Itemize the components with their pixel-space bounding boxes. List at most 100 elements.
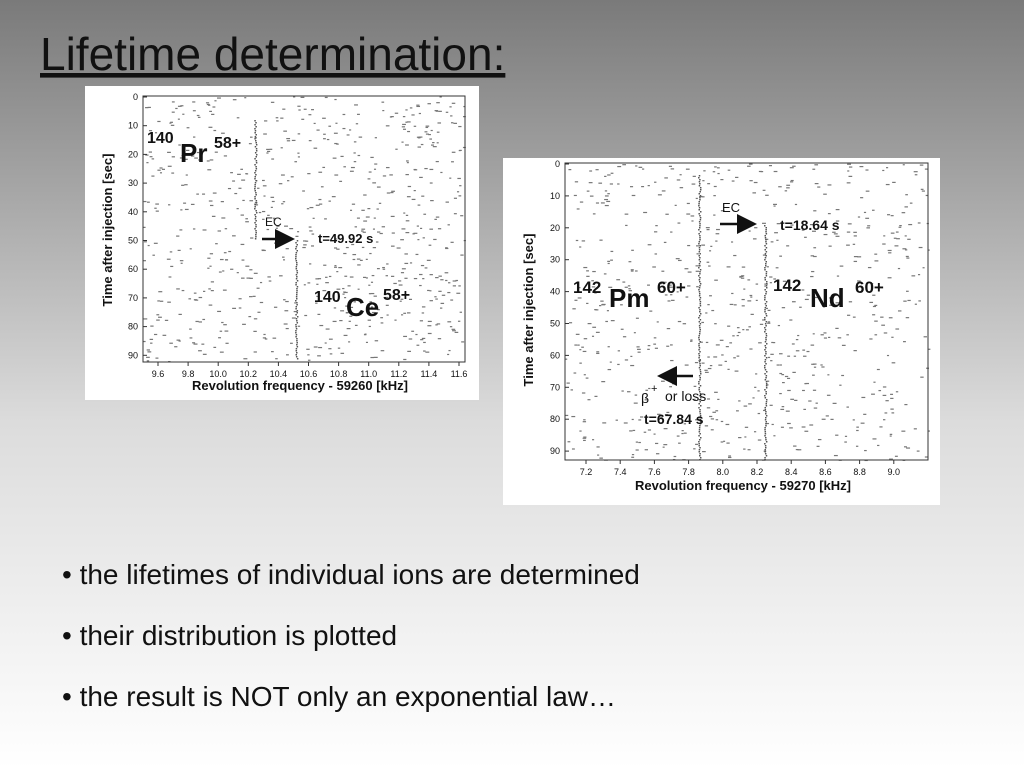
noise-dot <box>445 247 449 250</box>
noise-dot <box>449 106 452 108</box>
noise-dot <box>266 148 270 151</box>
noise-dot <box>346 328 351 330</box>
noise-dot <box>293 96 296 98</box>
noise-dot <box>704 425 709 427</box>
noise-dot <box>451 102 456 104</box>
noise-dot <box>238 298 242 300</box>
annotation: Ce <box>346 292 379 322</box>
trace-dot <box>699 211 702 213</box>
noise-dot <box>372 228 375 230</box>
trace-dot <box>296 262 298 264</box>
noise-dot <box>657 413 661 415</box>
noise-dot <box>208 126 213 128</box>
noise-dot <box>365 258 368 260</box>
noise-dot <box>334 247 338 249</box>
noise-dot <box>413 277 418 280</box>
trace-dot <box>764 367 766 369</box>
noise-dot <box>182 149 186 152</box>
noise-dot <box>812 168 816 170</box>
noise-dot <box>839 265 844 267</box>
noise-dot <box>775 267 779 269</box>
noise-dot <box>405 121 408 123</box>
noise-dot <box>431 144 434 146</box>
noise-dot <box>709 295 712 297</box>
trace-dot <box>765 229 767 231</box>
noise-dot <box>629 430 633 432</box>
noise-dot <box>243 358 248 360</box>
noise-dot <box>670 168 675 170</box>
noise-dot <box>803 355 807 357</box>
noise-dot <box>332 320 337 323</box>
noise-dot <box>848 301 853 303</box>
noise-dot <box>647 429 652 431</box>
noise-dot <box>591 335 595 337</box>
noise-dot <box>249 296 253 298</box>
noise-dot <box>717 172 720 175</box>
noise-dot <box>904 206 908 208</box>
noise-dot <box>413 232 418 234</box>
noise-dot <box>573 194 577 197</box>
trace-dot <box>296 270 298 272</box>
noise-dot <box>780 426 784 428</box>
noise-dot <box>202 318 206 321</box>
noise-dot <box>913 171 918 173</box>
noise-dot <box>695 265 700 267</box>
noise-dot <box>155 357 159 359</box>
noise-dot <box>218 271 222 273</box>
noise-dot <box>607 193 610 195</box>
noise-dot <box>306 348 310 350</box>
noise-dot <box>848 166 853 168</box>
noise-dot <box>273 242 278 244</box>
noise-dot <box>693 385 697 387</box>
x-tick-label: 8.2 <box>751 467 764 477</box>
noise-dot <box>594 395 598 397</box>
noise-dot <box>835 434 839 436</box>
noise-dot <box>595 169 599 171</box>
noise-dot <box>776 364 780 366</box>
noise-dot <box>583 266 588 269</box>
trace-dot <box>699 195 702 197</box>
trace-dot <box>698 339 700 341</box>
noise-dot <box>865 217 870 219</box>
noise-dot <box>692 398 696 400</box>
noise-dot <box>253 330 257 332</box>
trace-dot <box>765 263 767 265</box>
noise-dot <box>908 223 913 226</box>
noise-dot <box>150 325 154 327</box>
noise-dot <box>346 134 350 136</box>
noise-dot <box>784 375 789 378</box>
noise-dot <box>437 122 442 124</box>
noise-dot <box>345 312 349 314</box>
noise-dot <box>433 238 437 241</box>
noise-dot <box>309 230 313 232</box>
noise-dot <box>655 453 660 455</box>
noise-dot <box>386 263 389 265</box>
noise-dot <box>828 245 832 247</box>
noise-dot <box>714 166 717 168</box>
noise-dot <box>193 343 198 345</box>
trace-dot <box>698 399 701 401</box>
noise-dot <box>569 322 573 324</box>
noise-dot <box>435 216 440 218</box>
noise-dot <box>869 338 873 340</box>
trace-dot <box>296 292 298 294</box>
noise-dot <box>706 407 711 409</box>
noise-dot <box>254 137 258 139</box>
noise-dot <box>690 340 693 342</box>
noise-dot <box>836 275 840 277</box>
noise-dot <box>340 352 345 354</box>
noise-dot <box>223 324 227 326</box>
noise-dot <box>427 325 432 327</box>
noise-dot <box>334 142 338 145</box>
trace-dot <box>699 191 701 193</box>
noise-dot <box>401 268 406 270</box>
noise-dot <box>898 226 902 228</box>
noise-dot <box>248 143 252 145</box>
noise-dot <box>147 106 151 109</box>
noise-dot <box>773 203 777 206</box>
noise-dot <box>747 279 751 281</box>
trace-dot <box>255 212 258 214</box>
noise-dot <box>245 218 248 220</box>
noise-dot <box>883 419 886 421</box>
